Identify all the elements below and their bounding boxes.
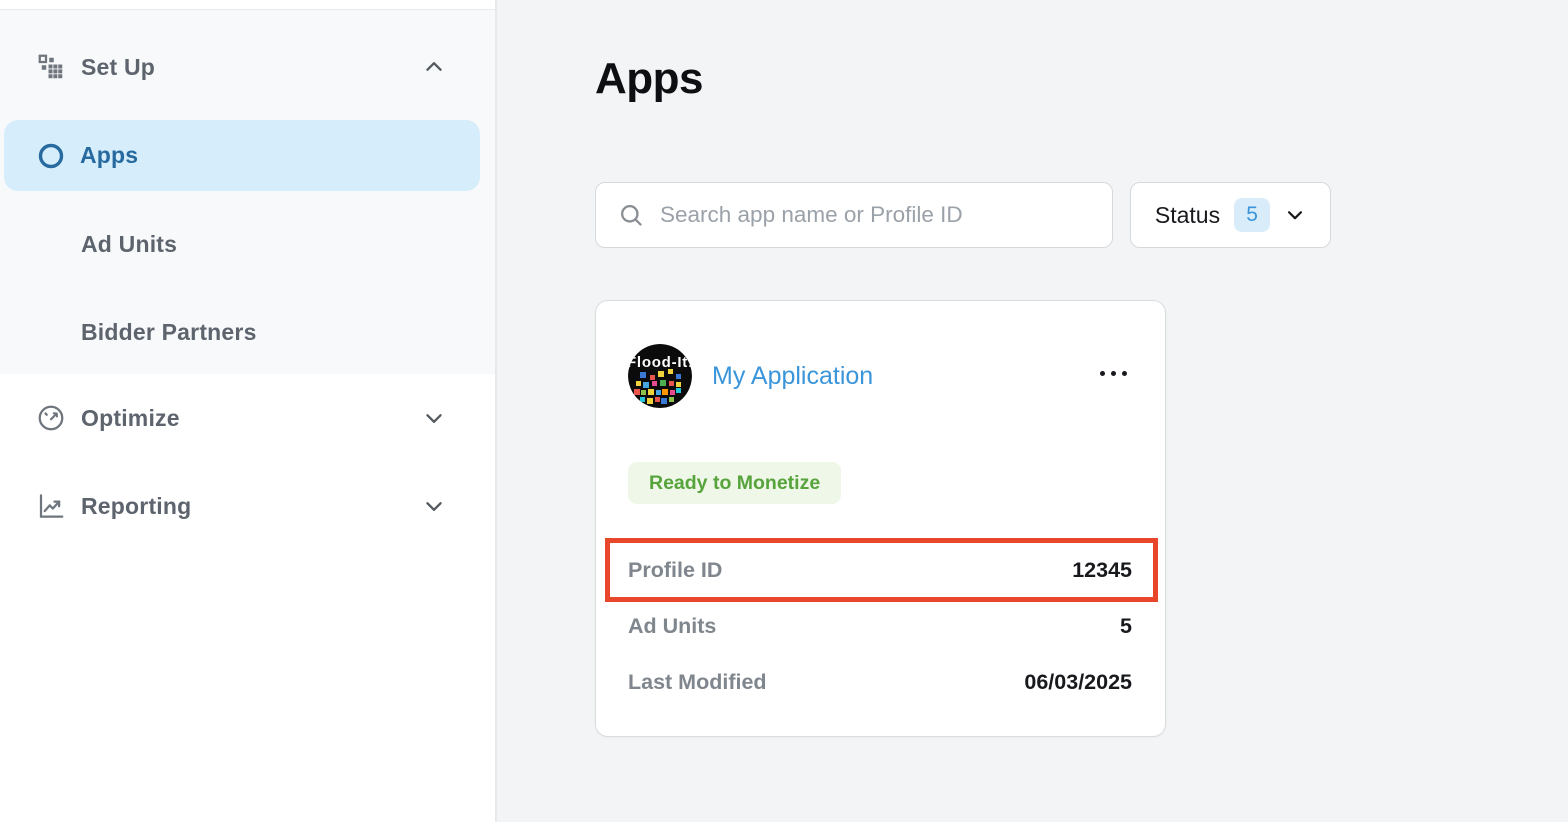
app-details: Profile ID 12345 Ad Units 5 Last Modifie… <box>605 538 1158 710</box>
sidebar-item-label: Bidder Partners <box>81 318 257 345</box>
detail-value: 5 <box>1120 613 1132 638</box>
chevron-down-icon <box>421 405 447 431</box>
detail-label: Last Modified <box>628 669 767 694</box>
detail-label: Profile ID <box>628 557 723 582</box>
status-filter-button[interactable]: Status 5 <box>1130 182 1331 248</box>
detail-label: Ad Units <box>628 613 717 638</box>
sidebar-item-label: Reporting <box>81 492 192 519</box>
detail-row-ad-units: Ad Units 5 <box>628 598 1132 654</box>
sidebar-item-optimize[interactable]: Optimize <box>0 394 495 442</box>
blocks-icon <box>36 52 66 82</box>
search-input[interactable] <box>660 202 1090 228</box>
line-chart-icon <box>36 491 66 521</box>
detail-value: 06/03/2025 <box>1024 669 1132 694</box>
gauge-icon <box>36 403 66 433</box>
status-filter-label: Status <box>1154 201 1221 228</box>
circle-icon <box>38 143 64 169</box>
sidebar-item-ad-units[interactable]: Ad Units <box>0 220 495 268</box>
search-icon <box>621 204 642 226</box>
sidebar-item-bidder-partners[interactable]: Bidder Partners <box>0 308 495 356</box>
sidebar-item-label: Apps <box>80 142 139 168</box>
search-box <box>595 182 1113 248</box>
app-avatar: Flood-It! <box>628 344 692 408</box>
chevron-up-icon <box>421 54 447 80</box>
app-name-link[interactable]: My Application <box>712 362 874 390</box>
detail-value: 12345 <box>1072 557 1132 582</box>
detail-row-last-modified: Last Modified 06/03/2025 <box>628 654 1132 710</box>
status-badge: Ready to Monetize <box>628 462 842 504</box>
sidebar-item-apps[interactable]: Apps <box>4 120 480 191</box>
app-icon-title: Flood-It! <box>628 354 692 371</box>
chevron-down-icon <box>1288 211 1303 220</box>
main-content: Apps Status 5 Flood-It! <box>499 0 1568 822</box>
sidebar-item-set-up[interactable]: Set Up <box>0 43 495 91</box>
toolbar: Status 5 <box>595 182 1331 248</box>
app-card: Flood-It! <box>595 300 1166 737</box>
sidebar-item-label: Optimize <box>81 404 180 431</box>
detail-row-profile-id: Profile ID 12345 <box>605 538 1158 602</box>
sidebar-item-label: Set Up <box>81 53 156 80</box>
sidebar-item-reporting[interactable]: Reporting <box>0 482 495 530</box>
sidebar-group-set-up: Set Up Apps Ad Units Bidder Partners <box>0 9 495 374</box>
sidebar: Set Up Apps Ad Units Bidder Partners <box>0 0 497 822</box>
ellipsis-icon <box>1100 371 1105 376</box>
status-count-badge: 5 <box>1234 198 1271 232</box>
more-options-button[interactable] <box>1092 363 1135 384</box>
chevron-down-icon <box>421 493 447 519</box>
page-title: Apps <box>595 54 704 103</box>
sidebar-item-label: Ad Units <box>81 230 178 257</box>
